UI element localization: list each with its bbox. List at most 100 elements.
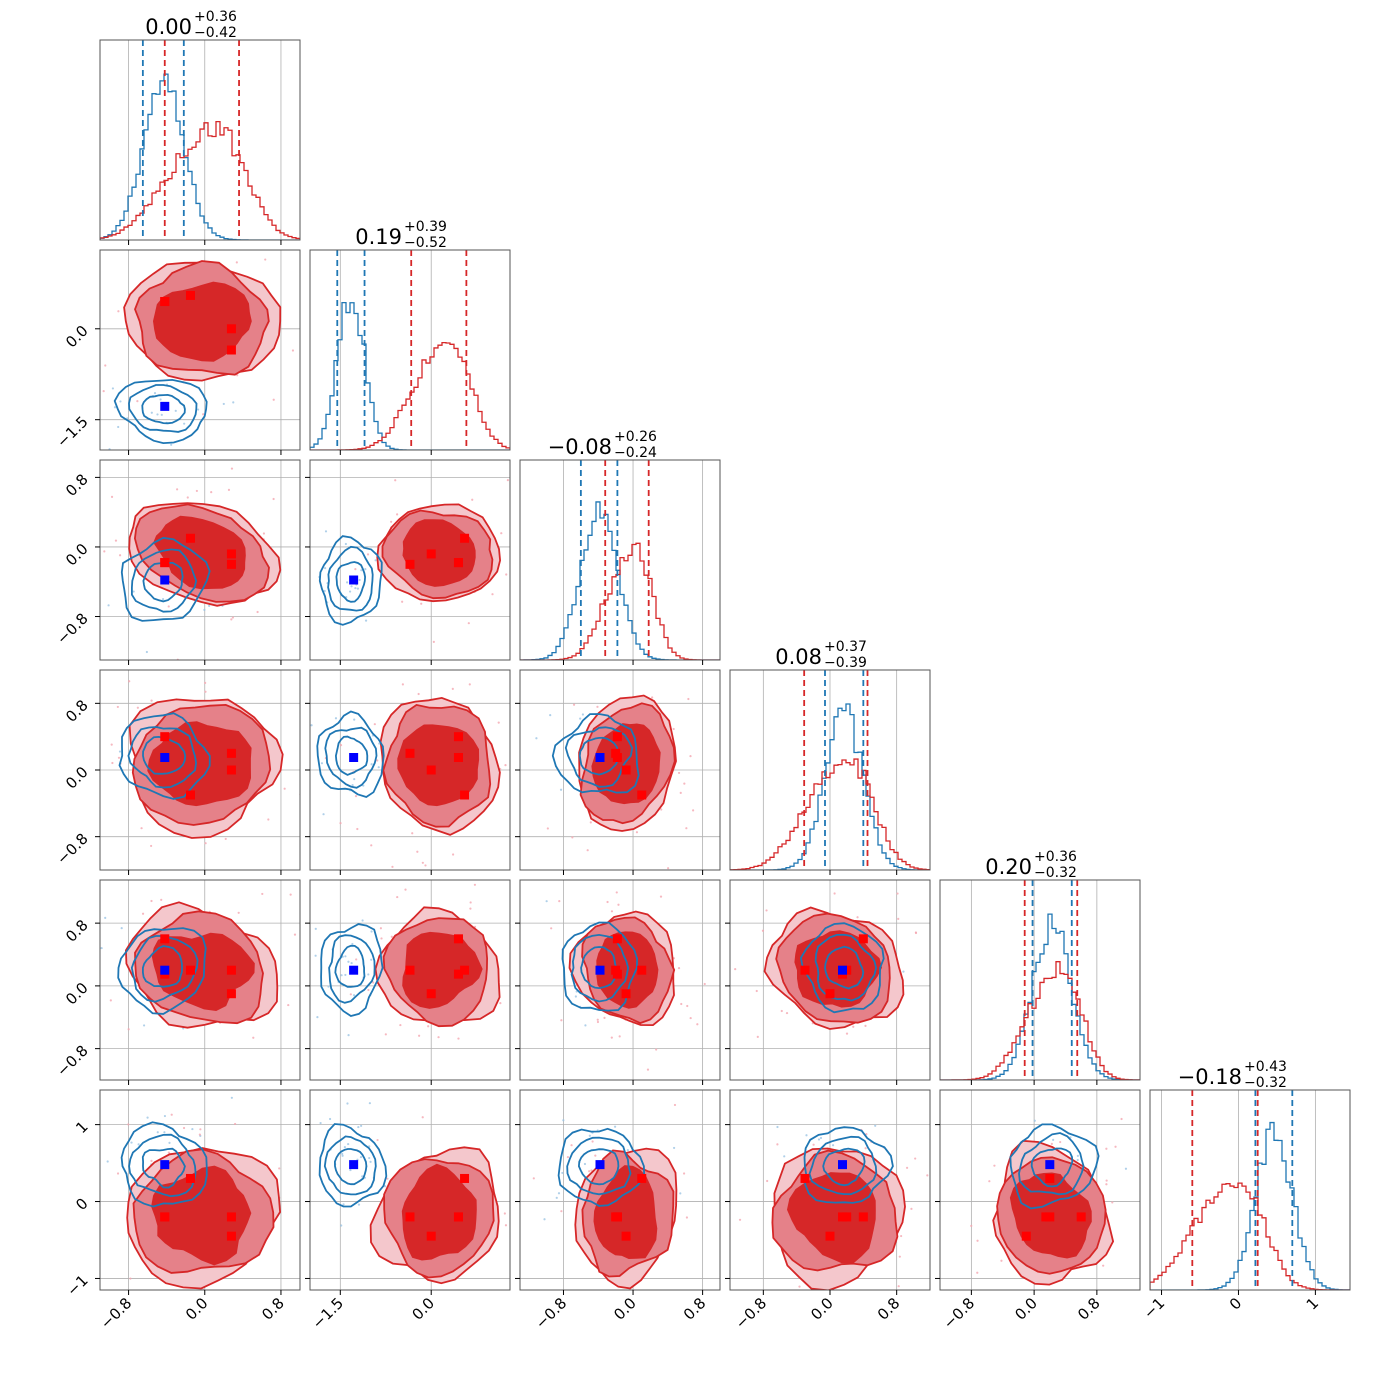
y-tick-label: −1	[63, 1271, 91, 1299]
panel-5-3	[725, 1089, 931, 1342]
scatter-point	[182, 1126, 186, 1130]
scatter-point	[344, 955, 347, 958]
scatter-point	[160, 898, 163, 901]
scatter-point	[865, 1133, 868, 1136]
scatter-point	[755, 989, 758, 993]
scatter-point	[511, 684, 513, 686]
title-minus: −0.39	[824, 655, 867, 671]
scatter-point	[104, 364, 107, 367]
panel-content	[520, 891, 720, 1071]
blue-contour	[1009, 1123, 1100, 1210]
scatter-point	[473, 883, 477, 886]
scatter-point	[1129, 1310, 1131, 1312]
scatter-point	[613, 1125, 617, 1128]
scatter-point	[780, 1009, 783, 1013]
panel-5-1	[294, 1089, 511, 1312]
scatter-point	[805, 1134, 808, 1137]
blue-contour	[334, 944, 366, 988]
scatter-point	[506, 479, 509, 482]
scatter-point	[328, 1117, 332, 1121]
scatter-point	[559, 788, 563, 791]
scatter-point	[237, 911, 240, 914]
panel-content	[310, 250, 510, 450]
panel-2-2	[519, 459, 721, 665]
scatter-point	[1076, 1154, 1079, 1157]
scatter-point	[197, 408, 200, 411]
panel-frame	[939, 879, 1141, 1081]
scatter-point	[570, 1144, 573, 1147]
scatter-point	[467, 622, 470, 625]
scatter-point	[588, 1170, 591, 1173]
blue-contour	[318, 535, 383, 626]
red-marker	[825, 1231, 835, 1241]
scatter-point	[550, 927, 553, 930]
scatter-point	[738, 1218, 742, 1221]
blue-contour	[557, 1127, 646, 1207]
scatter-point	[583, 1162, 587, 1166]
blue-marker	[349, 965, 359, 975]
scatter-point	[1033, 1119, 1036, 1122]
red-marker	[1021, 1231, 1031, 1241]
scatter-point	[471, 1310, 473, 1312]
panel-content	[310, 683, 513, 868]
scatter-point	[422, 457, 424, 459]
scatter-point	[386, 1177, 389, 1180]
scatter-point	[562, 1119, 565, 1122]
blue-contour	[120, 536, 211, 622]
blue-histogram	[100, 73, 300, 240]
scatter-point	[364, 568, 367, 571]
title-minus: −0.52	[404, 235, 447, 251]
scatter-point	[734, 968, 737, 971]
red-marker	[405, 965, 415, 975]
scatter-point	[323, 567, 327, 570]
blue-marker	[160, 1160, 170, 1170]
red-marker	[185, 1173, 195, 1183]
blue-contour	[324, 726, 378, 789]
scatter-point	[341, 1154, 344, 1157]
scatter-point	[233, 1122, 237, 1126]
x-tick-label: 0.0	[408, 1294, 438, 1324]
scatter-point	[117, 756, 121, 759]
scatter-point	[372, 981, 375, 984]
scatter-point	[451, 687, 454, 690]
scatter-point	[560, 1019, 563, 1022]
panel-frame	[309, 249, 511, 451]
scatter-point	[761, 929, 765, 932]
scatter-point	[326, 708, 328, 710]
scatter-point	[267, 818, 270, 821]
scatter-point	[783, 1155, 786, 1158]
scatter-point	[230, 1096, 233, 1099]
blue-contour	[580, 946, 618, 990]
scatter-point	[163, 1114, 167, 1118]
scatter-point	[360, 1124, 363, 1127]
scatter-point	[868, 1340, 870, 1342]
scatter-point	[631, 1337, 633, 1339]
scatter-point	[208, 604, 211, 608]
scatter-point	[198, 1133, 201, 1136]
red-marker	[426, 549, 436, 559]
panel-4-0	[95, 879, 301, 1085]
scatter-point	[1105, 1183, 1108, 1186]
scatter-point	[203, 608, 206, 611]
scatter-point	[603, 1016, 606, 1019]
scatter-point	[364, 619, 368, 622]
blue-contour	[822, 1147, 866, 1187]
red-contour-inner	[147, 721, 252, 807]
blue-contour	[127, 726, 198, 789]
scatter-point	[606, 900, 609, 904]
scatter-point	[367, 973, 370, 976]
red-marker	[858, 934, 868, 944]
scatter-point	[204, 681, 207, 684]
scatter-point	[685, 1216, 689, 1219]
scatter-point	[294, 1164, 296, 1166]
blue-contour	[142, 735, 187, 775]
scatter-point	[437, 1036, 440, 1039]
title-value: 0.19	[355, 225, 402, 249]
red-marker	[637, 790, 647, 800]
panel-content	[940, 880, 1140, 1080]
blue-marker	[160, 575, 170, 585]
red-contour-inner	[591, 723, 661, 805]
panel-frame	[99, 459, 301, 661]
scatter-point	[692, 809, 695, 812]
scatter-point	[1111, 1201, 1114, 1204]
